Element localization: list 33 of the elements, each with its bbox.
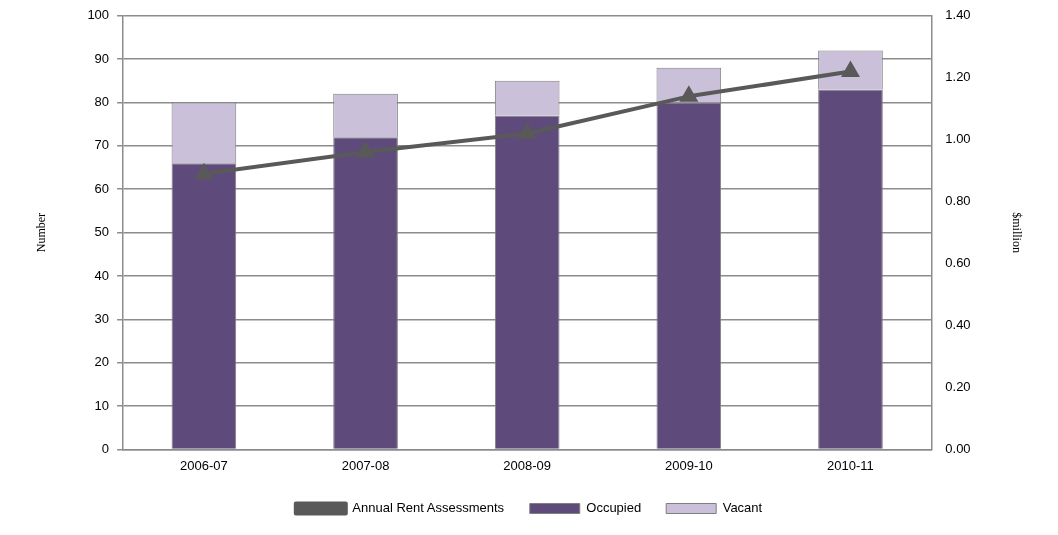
x-tick-label: 2009-10 (664, 457, 713, 473)
y2-tick-label: 0.60 (945, 255, 971, 271)
y2-tick-label: 0.00 (945, 440, 971, 456)
y2-tick-label: 1.00 (945, 131, 971, 147)
y-axis-title: Number (34, 212, 49, 253)
y2-tick-label: 1.20 (945, 69, 971, 85)
point (194, 162, 213, 180)
y2-tick-label: 0.40 (945, 317, 971, 333)
y-tick-label: 80 (94, 94, 110, 110)
y-tick-label: 100 (87, 7, 110, 23)
x-tick-label: 2006-07 (180, 457, 228, 473)
legend-label: Occupied (586, 500, 642, 516)
y-tick-label: 30 (94, 310, 110, 326)
y-tick-label: 0 (101, 440, 110, 456)
y-tick-label: 20 (94, 354, 110, 370)
y2-tick-label: 0.80 (945, 193, 971, 209)
y-tick-label: 40 (94, 267, 110, 283)
y-tick-label: 70 (94, 137, 110, 153)
y-tick-label: 90 (94, 50, 110, 66)
y2-axis-title: $million (1009, 212, 1024, 253)
point (357, 143, 374, 158)
point (680, 87, 697, 102)
y-tick-label: 50 (94, 224, 110, 240)
x-tick-label: 2008-09 (503, 457, 552, 473)
x-tick-label: 2007-08 (341, 457, 390, 473)
legend-label: Vacant (722, 500, 763, 516)
x-tick-label: 2010-11 (827, 457, 874, 473)
y-tick-label: 10 (94, 397, 110, 413)
y-tick-label: 60 (94, 180, 110, 196)
y2-tick-label: 0.20 (945, 379, 971, 395)
point (519, 124, 536, 139)
legend-label: Annual Rent Assessments (352, 500, 505, 516)
y2-tick-label: 1.40 (945, 7, 971, 23)
